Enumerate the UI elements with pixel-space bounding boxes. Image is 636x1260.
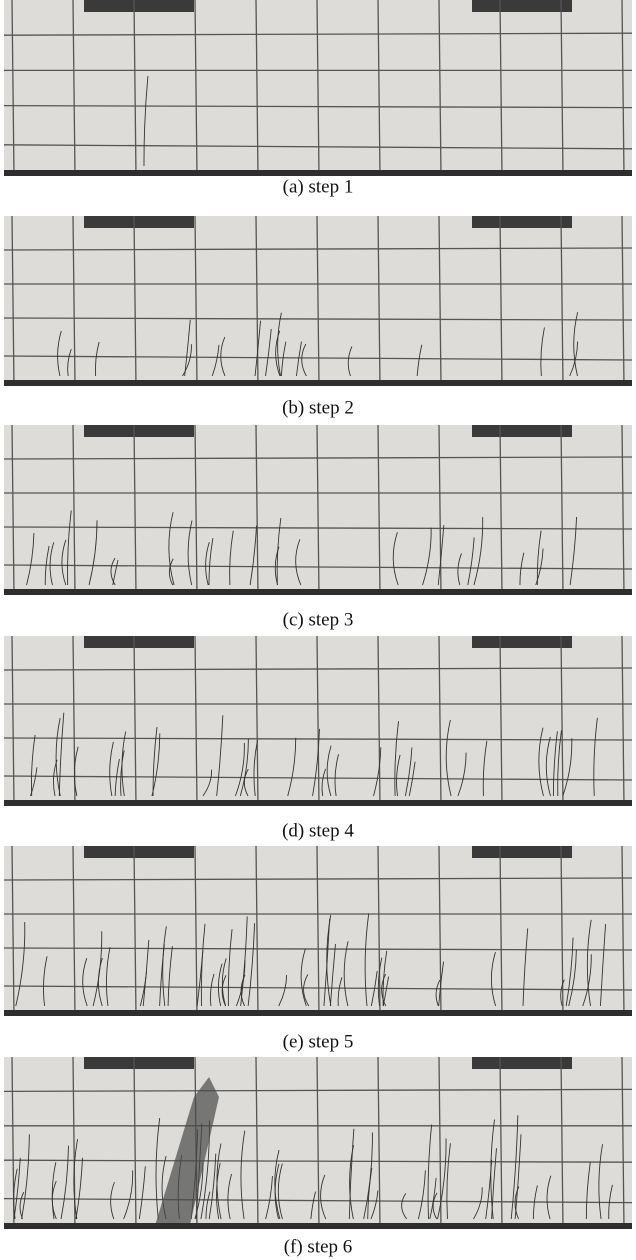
figure: (a) step 1 (b) step 2 (c) step 3 (d) step 4… [0,0,636,1260]
load-plate [84,216,194,228]
photo [4,216,632,386]
caption: (e) step 5 [283,1031,354,1052]
photo [4,1057,632,1229]
beam-bottom [4,170,632,176]
caption: (f) step 6 [284,1236,353,1257]
load-plate [472,1057,572,1069]
load-plate [472,425,572,437]
photo [4,846,632,1016]
beam-bottom [4,380,632,386]
photo [4,0,632,176]
load-plate [84,846,194,858]
caption: (c) step 3 [283,609,354,630]
beam-bottom [4,800,632,806]
load-plate [84,425,194,437]
caption: (a) step 1 [283,176,354,197]
photo [4,425,632,595]
beam-bottom [4,589,632,595]
beam-bottom [4,1010,632,1016]
beam-bottom [4,1223,632,1229]
caption: (b) step 2 [282,397,354,418]
load-plate [472,216,572,228]
load-plate [472,0,572,12]
load-plate [472,636,572,648]
caption: (d) step 4 [282,820,354,841]
load-plate [84,0,194,12]
load-plate [84,636,194,648]
photo [4,636,632,806]
load-plate [472,846,572,858]
load-plate [84,1057,194,1069]
